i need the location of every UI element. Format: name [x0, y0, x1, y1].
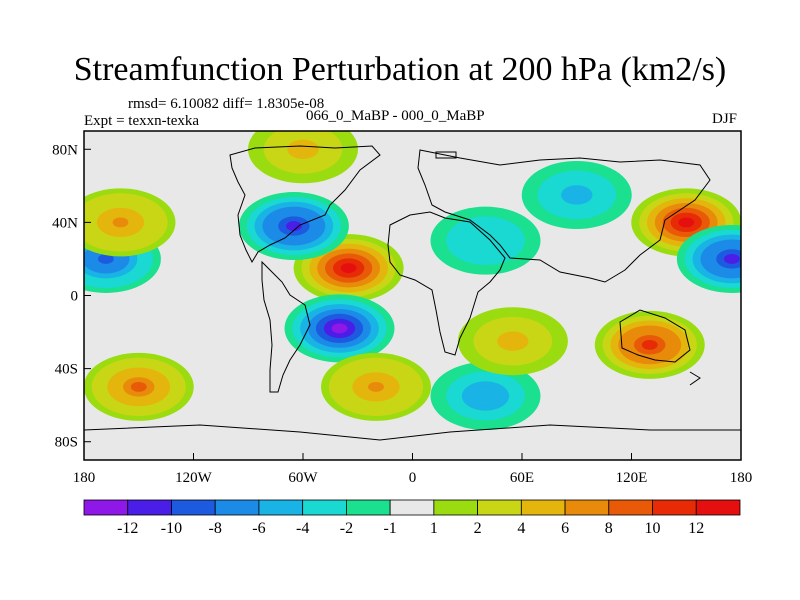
colorbar: -12 -10 -8 -6 -4 -2 -1 1 2 4 6 8 10 12	[83, 499, 741, 537]
y-axis: 80N 40N 0 40S 80S	[52, 142, 91, 451]
colorbar-swatch	[127, 499, 172, 516]
x-tick-label: 180	[730, 470, 753, 486]
y-tick-label: 0	[71, 289, 79, 305]
feature-s-pacific-high	[84, 352, 194, 421]
colorbar-swatch	[695, 499, 741, 516]
colorbar-swatch	[477, 499, 522, 516]
colorbar-swatch	[83, 499, 129, 516]
colorbar-label: 4	[517, 520, 525, 537]
colorbar-swatch	[608, 499, 653, 516]
colorbar-label: 12	[688, 520, 704, 537]
rmsd-note: rmsd= 6.10082 diff= 1.8305e-08	[128, 96, 325, 112]
feature-s-atlantic-low	[284, 294, 395, 363]
colorbar-swatch	[389, 499, 435, 516]
x-tick-label: 60E	[510, 470, 534, 486]
feature-c-pacific-low	[676, 224, 741, 293]
colorbar-swatch	[652, 499, 697, 516]
colorbar-label: -12	[117, 520, 138, 537]
feature-eurasia-low	[521, 160, 632, 229]
x-tick-label: 180	[73, 470, 96, 486]
contour-band	[130, 381, 147, 392]
colorbar-swatch	[433, 499, 479, 516]
season-label: DJF	[712, 111, 738, 127]
feature-c-asia-low	[430, 206, 541, 275]
x-axis: 180 120W 60W 0 60E 120E 180	[73, 453, 753, 486]
y-tick-label: 40S	[55, 362, 78, 378]
colorbar-label: -6	[252, 520, 265, 537]
contour-band	[98, 254, 114, 264]
coastlines	[84, 145, 741, 441]
y-tick-label: 80S	[55, 435, 78, 451]
colorbar-swatch	[258, 499, 304, 516]
contour-band	[678, 217, 695, 228]
x-tick-label: 120E	[616, 470, 648, 486]
contour-band	[568, 190, 585, 200]
colorbar-swatch	[171, 499, 216, 516]
colorbar-label: 8	[605, 520, 613, 537]
contour-band	[285, 221, 302, 231]
contour-band	[477, 391, 494, 401]
colorbar-swatch	[345, 499, 391, 516]
contour-band	[504, 336, 521, 347]
colorbar-label: 10	[645, 520, 661, 537]
feature-n-pacific-high	[84, 188, 176, 257]
x-tick-label: 0	[409, 470, 417, 486]
contour-band	[340, 263, 357, 273]
feature-southern-ocean-low	[430, 362, 541, 431]
contour-band	[477, 235, 494, 246]
colorbar-swatch	[520, 499, 566, 516]
colorbar-label: -4	[296, 520, 309, 537]
contour-band	[723, 254, 740, 264]
x-tick-label: 120W	[175, 470, 213, 486]
chart-title: Streamfunction Perturbation at 200 hPa (…	[73, 51, 727, 88]
colorbar-swatch	[564, 499, 610, 516]
experiment-label: Expt = texxn-texka	[84, 113, 200, 129]
colorbar-swatch	[214, 499, 260, 516]
colorbar-label: -10	[161, 520, 182, 537]
y-tick-label: 40N	[52, 215, 78, 231]
colorbar-label: -8	[209, 520, 222, 537]
feature-arctic-high	[248, 131, 358, 184]
colorbar-swatch	[302, 499, 347, 516]
y-tick-label: 80N	[52, 142, 78, 158]
feature-australia-high	[594, 310, 705, 379]
colorbar-label: -1	[383, 520, 396, 537]
colorbar-label: 6	[561, 520, 569, 537]
feature-n-america-low	[238, 192, 349, 261]
colorbar-label: 1	[430, 520, 438, 537]
colorbar-label: -2	[340, 520, 353, 537]
contour-band	[112, 217, 129, 228]
contour-band	[368, 381, 384, 392]
feature-s-indian-high	[457, 307, 568, 376]
feature-s-atlantic-high	[321, 352, 431, 421]
contour-field	[84, 131, 741, 431]
contour-band	[331, 323, 348, 334]
period-label: 066_0_MaBP - 000_0_MaBP	[306, 108, 485, 124]
colorbar-label: 2	[474, 520, 482, 537]
x-tick-label: 60W	[288, 470, 318, 486]
contour-band	[641, 339, 658, 350]
